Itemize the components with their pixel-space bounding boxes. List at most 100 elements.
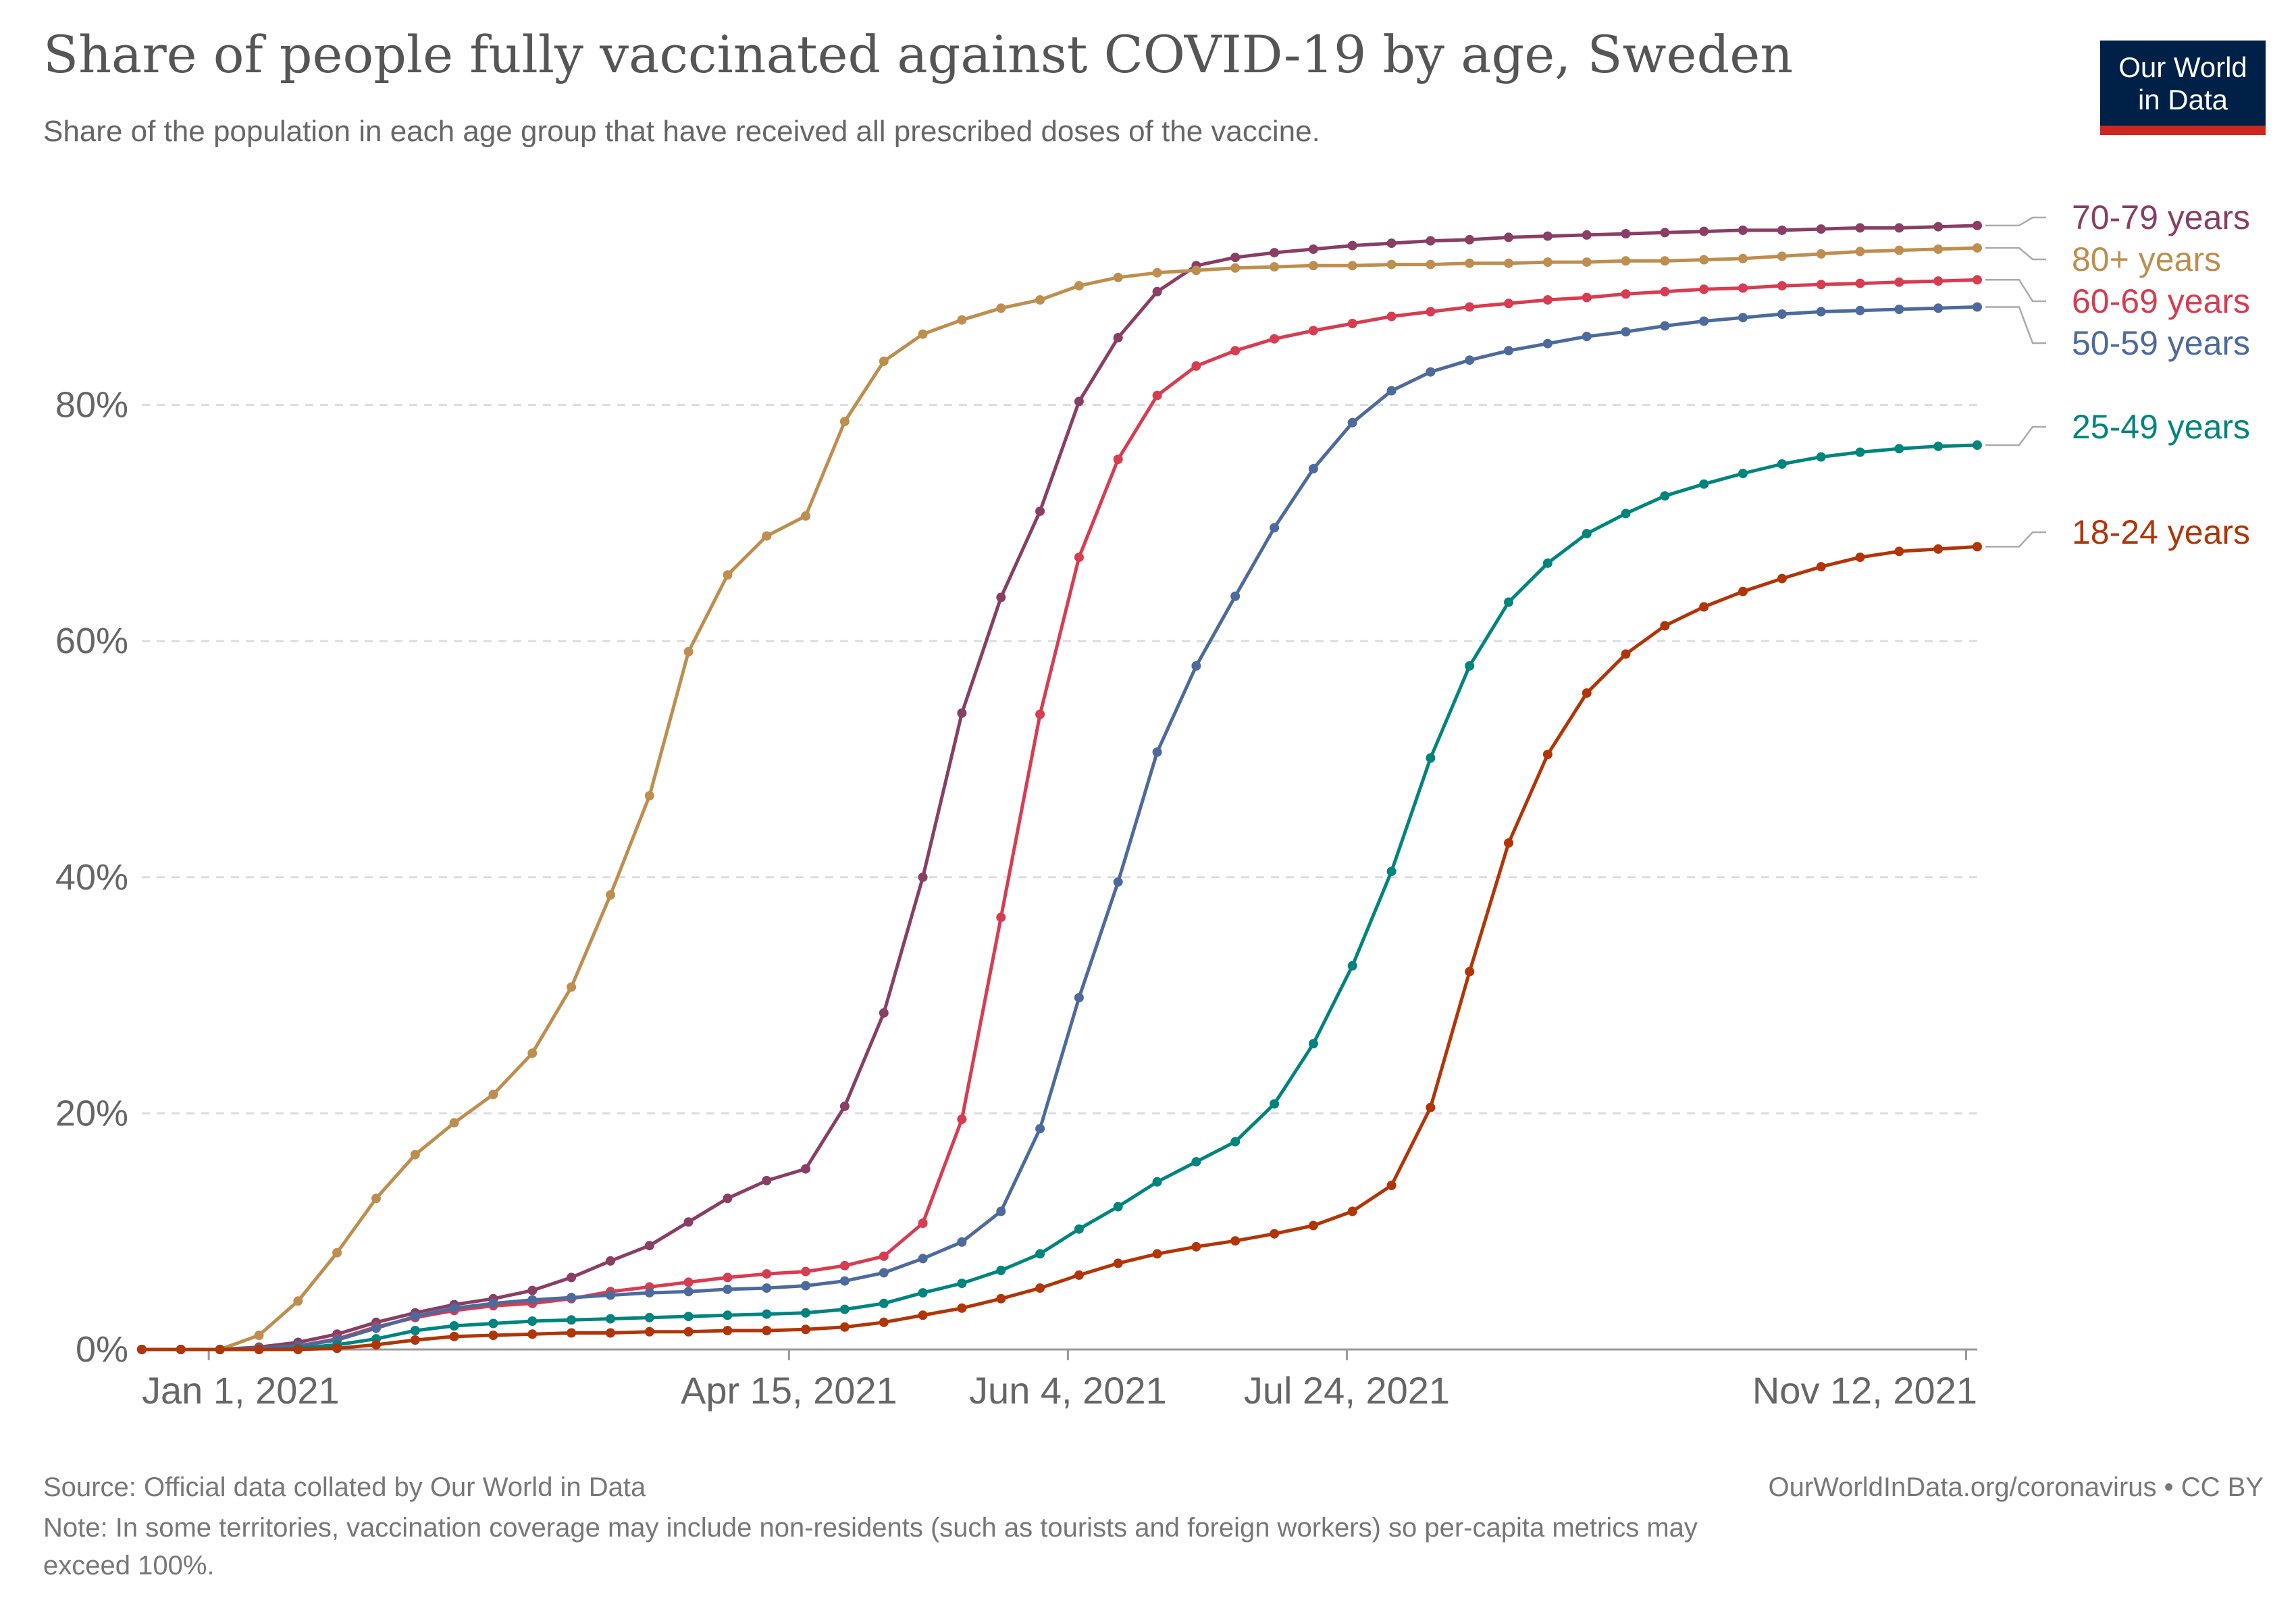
data-point [1270,523,1280,533]
legend-connector [1985,216,2046,227]
data-point [371,1193,381,1204]
data-point [1933,441,1943,451]
data-point [1191,1157,1201,1167]
data-point [1504,597,1513,607]
data-point [1699,479,1709,489]
data-point [1816,249,1826,259]
data-point [801,1266,811,1277]
data-point [1465,234,1475,245]
data-point [839,417,850,427]
data-point [723,570,733,580]
data-point [1035,1249,1045,1259]
source-text: Source: Official data collated by Our Wo… [43,1472,646,1502]
series-60_69 [137,275,1982,1354]
data-point [1542,338,1553,349]
data-point [1816,280,1826,290]
data-point [488,1298,498,1308]
data-point [879,1251,889,1261]
legend-label: 25-49 years [2072,408,2250,446]
legend-connector [1985,247,2046,261]
data-point [1152,267,1162,278]
data-point [996,1206,1006,1216]
data-point [1230,346,1241,356]
data-point [879,1268,889,1278]
note-text-line-1: Note: In some territories, vaccination c… [43,1513,1698,1543]
data-point [1074,993,1084,1003]
legend-entry: 80+ years [1985,240,2221,278]
data-point [1699,316,1709,326]
legend-label: 70-79 years [2072,199,2250,236]
data-point [1738,283,1748,293]
data-point [1035,1124,1045,1134]
data-point [527,1316,538,1326]
data-point [1621,327,1631,337]
data-point [1504,346,1513,356]
data-point [957,708,967,718]
data-point [449,1321,459,1331]
data-point [801,511,811,521]
data-point [606,1314,615,1324]
data-point [683,646,694,657]
data-point [1933,276,1943,286]
data-point [1347,417,1357,428]
data-point [801,1164,811,1174]
data-point [371,1323,381,1333]
data-point [1113,272,1123,282]
data-point [1504,838,1513,848]
data-point [1074,1224,1084,1234]
data-point [1074,281,1084,291]
y-tick-label: 40% [55,857,128,898]
data-point [1113,333,1123,342]
data-point [1777,281,1787,291]
data-point [371,1340,381,1349]
data-point [996,592,1006,602]
data-point [1386,238,1397,249]
attribution-link[interactable]: OurWorldInData.org/coronavirus • CC BY [1768,1472,2264,1502]
data-point [1230,1137,1241,1147]
data-point [1777,309,1787,319]
data-point [1347,960,1357,971]
data-point [918,329,928,339]
data-point [449,1303,459,1313]
legend-label: 80+ years [2072,240,2221,278]
note-text-line-2: exceed 100%. [43,1551,215,1580]
data-point [1894,444,1904,454]
data-point [762,1309,772,1319]
data-point [723,1326,733,1335]
data-point [1582,332,1592,342]
data-point [488,1331,498,1340]
y-tick-label: 20% [55,1093,128,1133]
legend-entry: 60-69 years [1985,279,2250,320]
data-point [1855,278,1865,288]
data-point [1933,303,1943,313]
data-point [1308,1220,1318,1231]
data-point [254,1331,264,1340]
data-point [1504,258,1513,268]
series-25_49 [137,440,1982,1354]
owid-logo[interactable]: Our World in Data [2100,41,2266,135]
data-point [1386,386,1397,396]
data-point [449,1331,459,1341]
data-point [1738,469,1748,478]
data-point [1699,284,1709,294]
data-point [1621,229,1631,239]
data-point [839,1101,850,1111]
data-point [1855,223,1865,233]
data-point [1621,649,1631,659]
data-point [723,1284,733,1294]
data-point [606,890,615,900]
chart-subtitle: Share of the population in each age grou… [43,115,1320,148]
data-point [1465,661,1475,671]
data-point [1816,224,1826,234]
data-point [527,1048,538,1058]
data-point [644,1288,654,1298]
data-point [683,1287,694,1297]
series-80plus [137,243,1982,1354]
data-point [918,1218,928,1228]
data-point [1465,967,1475,977]
legend-entry: 50-59 years [1985,306,2250,362]
data-point [1777,459,1787,469]
data-point [1894,277,1904,287]
data-point [683,1217,694,1227]
